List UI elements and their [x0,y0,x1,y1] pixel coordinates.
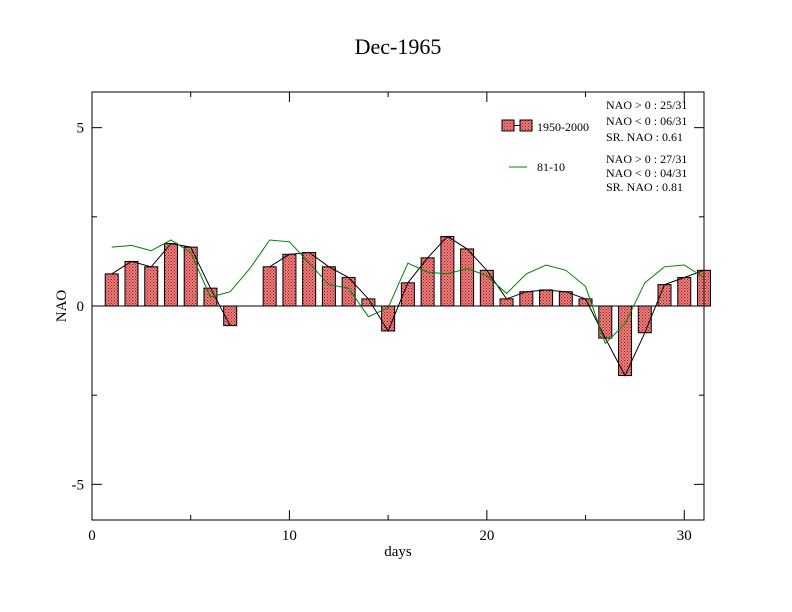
bar-12 [321,266,336,307]
bar-trace-line [269,235,705,377]
bar-11 [302,252,317,307]
y-tick-label: 5 [77,121,85,137]
bar-4 [163,243,178,307]
legend-label: 81-10 [537,160,565,174]
bar-2 [124,260,139,307]
legend-stat: NAO > 0 : 27/31 [606,152,687,166]
legend-swatch-bar [501,119,515,132]
x-tick-label: 10 [282,528,297,544]
bar-14 [361,298,376,307]
bar-1 [104,273,119,307]
bar-17 [420,257,435,307]
y-tick-label: -5 [72,477,85,493]
x-tick-label: 0 [88,528,96,544]
plot-area [92,235,711,377]
legend: 1950-2000 NAO > 0 : 25/31 NAO < 0 : 06/31 S… [501,98,687,194]
legend-stat: NAO > 0 : 25/31 [606,98,687,112]
bar-28 [637,305,652,334]
legend-stat: NAO < 0 : 06/31 [606,114,687,128]
legend-stat: SR. NAO : 0.61 [606,130,683,144]
legend-swatch-bar [519,119,533,132]
legend-label: 1950-2000 [537,120,589,134]
bar-9 [262,266,277,307]
bar-3 [144,266,159,307]
bar-7 [223,305,238,327]
bar-26 [598,305,613,339]
legend-stat: NAO < 0 : 04/31 [606,166,687,180]
bar-21 [499,298,514,307]
x-tick-label: 30 [677,528,692,544]
chart-title: Dec-1965 [355,34,442,59]
y-tick-label: 0 [77,299,85,315]
bar-19 [460,248,475,307]
bar-trace-line [111,243,231,326]
bar-18 [440,235,455,307]
x-axis-label: days [384,544,412,560]
bar-30 [677,276,692,307]
series-line-81-10 [111,239,705,345]
legend-stat: SR. NAO : 0.81 [606,180,683,194]
y-axis-label: NAO [54,290,70,323]
bar-10 [282,253,297,307]
axis-ticks: 0 10 20 30 -5 0 5 [72,92,704,544]
bar-23 [539,289,554,307]
x-tick-label: 20 [479,528,494,544]
